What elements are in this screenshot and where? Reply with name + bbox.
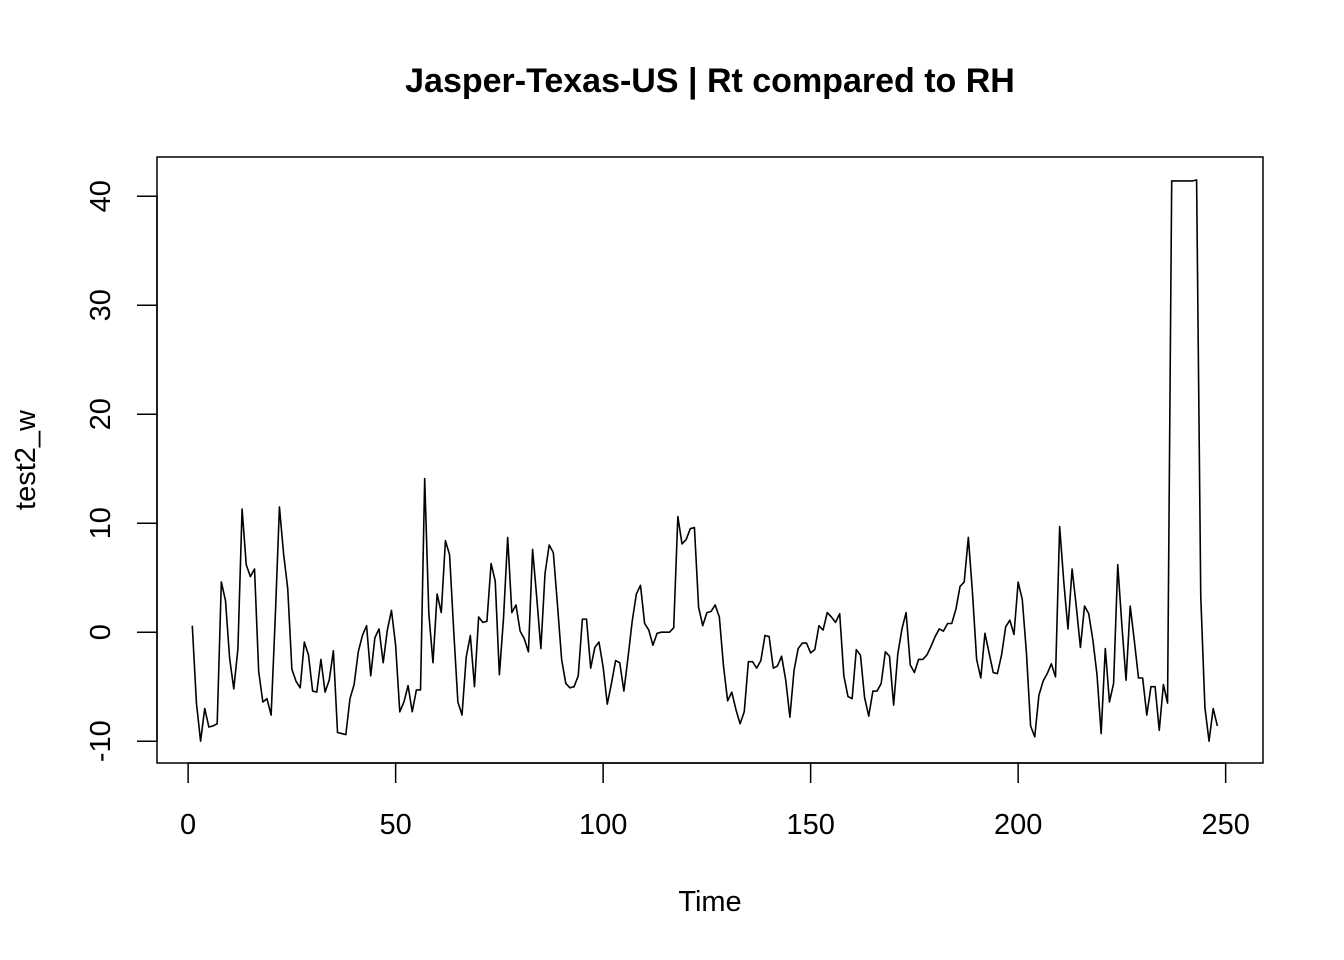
chart-title: Jasper-Texas-US | Rt compared to RH [405, 62, 1015, 100]
y-tick-label: 20 [85, 398, 117, 430]
x-tick-label: 100 [579, 809, 627, 841]
y-tick-label: 10 [85, 507, 117, 539]
x-tick-label: 0 [180, 809, 196, 841]
y-tick-label: 30 [85, 289, 117, 321]
x-tick-label: 50 [379, 809, 411, 841]
x-axis: 0 50 100 150 200 250 [180, 762, 1250, 841]
x-tick-label: 250 [1201, 809, 1249, 841]
y-axis: -10 0 10 20 30 40 [85, 180, 158, 762]
x-axis-label: Time [678, 886, 741, 918]
series-line [191, 179, 1219, 742]
y-tick-label: 40 [85, 180, 117, 212]
y-axis-label: test2_w [10, 409, 42, 510]
x-tick-label: 200 [994, 809, 1042, 841]
x-tick-label: 150 [786, 809, 834, 841]
y-tick-label: 0 [85, 624, 117, 640]
y-tick-label: -10 [85, 720, 117, 762]
